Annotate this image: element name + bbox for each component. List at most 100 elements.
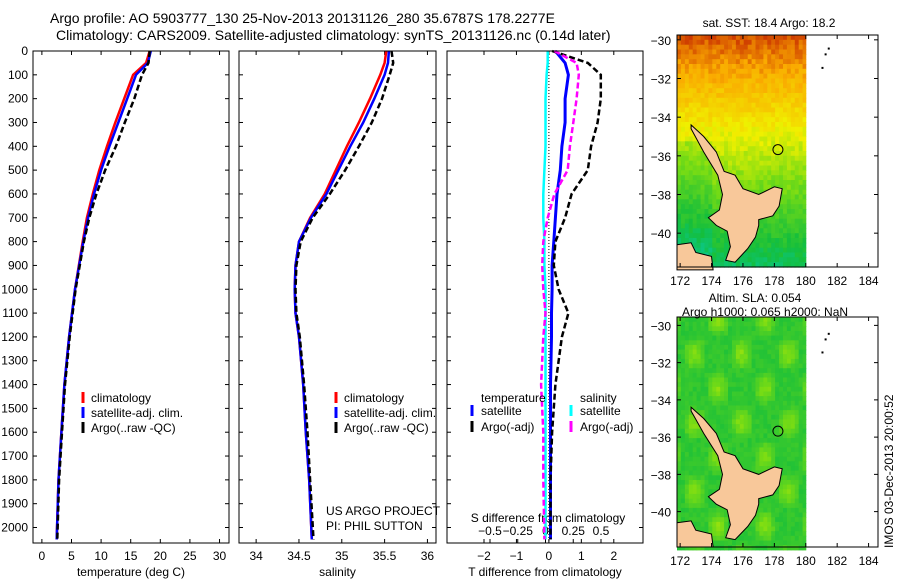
map-cell — [755, 170, 760, 176]
map-cell — [763, 223, 768, 229]
x-axis-label: T difference from climatology — [468, 565, 622, 579]
map-cell — [755, 396, 760, 402]
map-cell — [704, 170, 709, 176]
x-tick-label: 2 — [610, 549, 617, 563]
map-cell — [783, 512, 788, 518]
map-cell — [786, 405, 792, 411]
map-cell — [751, 107, 757, 113]
map-cell — [735, 391, 741, 397]
map-cell — [755, 461, 760, 467]
map-cell — [677, 233, 682, 239]
map-cell — [743, 59, 749, 65]
map-cell — [696, 335, 702, 341]
map-cell — [677, 228, 682, 234]
map-cell — [696, 400, 702, 407]
map-cell — [684, 493, 690, 500]
map-cell — [724, 526, 729, 532]
map-cell — [680, 73, 686, 80]
map-cell — [712, 331, 717, 337]
map-cell — [779, 54, 784, 60]
map-cell — [759, 535, 764, 542]
map-cell — [779, 317, 784, 323]
map-cell — [759, 175, 764, 181]
map-cell — [763, 170, 768, 176]
map-cell — [688, 507, 694, 514]
map-cell — [747, 331, 753, 337]
map-cell — [767, 326, 772, 332]
map-cell — [794, 424, 800, 430]
map-cell — [712, 517, 717, 523]
map-cell — [786, 349, 792, 355]
map-cell — [732, 410, 737, 416]
map-cell — [743, 344, 749, 351]
map-cell — [802, 78, 807, 84]
y-tick-label: −34 — [651, 394, 672, 408]
map-cell — [700, 321, 706, 327]
map-cell — [794, 498, 800, 504]
map-cell — [790, 535, 796, 542]
map-cell — [783, 170, 788, 176]
map-cell — [680, 238, 686, 244]
map-cell — [739, 452, 745, 458]
island-mark — [824, 338, 827, 341]
map-cell — [688, 88, 694, 94]
map-cell — [783, 64, 788, 70]
map-cell — [771, 213, 776, 220]
map-cell — [767, 386, 772, 393]
map-cell — [802, 461, 807, 467]
map-cell — [720, 326, 725, 332]
map-cell — [680, 209, 686, 215]
map-cell — [779, 49, 784, 55]
map-cell — [802, 354, 807, 360]
map-cell — [724, 410, 729, 416]
map-cell — [712, 507, 717, 514]
map-cell — [771, 317, 776, 323]
map-cell — [786, 452, 792, 458]
map-cell — [763, 73, 768, 80]
map-cell — [712, 242, 717, 249]
map-cell — [783, 535, 788, 542]
map-cell — [680, 512, 686, 518]
map-cell — [751, 344, 757, 351]
map-cell — [802, 228, 807, 234]
map-cell — [751, 83, 757, 89]
map-cell — [688, 489, 694, 495]
map-cell — [767, 117, 772, 123]
map-cell — [786, 363, 792, 369]
map-cell — [783, 354, 788, 360]
map-cell — [708, 503, 713, 509]
map-cell — [680, 335, 686, 341]
map-cell — [779, 83, 784, 89]
map-cell — [767, 424, 772, 430]
map-cell — [692, 78, 698, 84]
map-cell — [704, 335, 709, 341]
map-cell — [743, 540, 749, 546]
map-cell — [724, 391, 729, 397]
map-cell — [735, 442, 741, 448]
map-cell — [790, 141, 796, 147]
map-cell — [790, 540, 796, 546]
map-cell — [775, 165, 780, 171]
map-cell — [688, 93, 694, 99]
map-cell — [786, 382, 792, 388]
map-cell — [751, 262, 757, 268]
map-cell — [802, 484, 807, 490]
x2-tick-label: −0.25 — [503, 524, 534, 538]
map-cell — [716, 349, 721, 355]
map-cell — [700, 238, 706, 244]
map-cell — [692, 480, 698, 486]
map-cell — [794, 49, 800, 55]
map-cell — [755, 354, 760, 360]
map-cell — [677, 170, 682, 176]
map-cell — [763, 382, 768, 388]
map-cell — [786, 317, 792, 323]
map-cell — [712, 59, 717, 65]
map-cell — [692, 112, 698, 118]
map-cell — [755, 438, 760, 444]
map-cell — [775, 112, 780, 118]
map-cell — [779, 117, 784, 123]
map-cell — [783, 484, 788, 490]
map-cell — [783, 175, 788, 181]
map-cell — [751, 358, 757, 365]
map-cell — [790, 35, 796, 41]
